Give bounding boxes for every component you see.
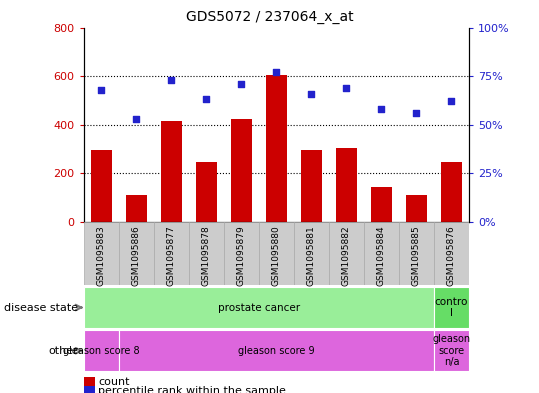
Bar xyxy=(434,287,469,328)
Bar xyxy=(399,222,434,285)
Bar xyxy=(91,150,112,222)
Point xyxy=(447,98,456,105)
Text: other: other xyxy=(49,346,78,356)
Text: count: count xyxy=(98,376,129,387)
Text: GSM1095885: GSM1095885 xyxy=(412,225,421,286)
Text: GSM1095881: GSM1095881 xyxy=(307,225,316,286)
Bar xyxy=(301,150,322,222)
Text: GSM1095880: GSM1095880 xyxy=(272,225,281,286)
Point xyxy=(412,110,421,116)
Bar xyxy=(119,222,154,285)
Text: gleason score 8: gleason score 8 xyxy=(63,346,140,356)
Bar xyxy=(119,330,434,371)
Text: contro
l: contro l xyxy=(435,297,468,318)
Text: GSM1095876: GSM1095876 xyxy=(447,225,456,286)
Text: GSM1095886: GSM1095886 xyxy=(132,225,141,286)
Bar xyxy=(161,121,182,222)
Bar xyxy=(84,287,434,328)
Point xyxy=(272,69,281,75)
Bar xyxy=(266,75,287,222)
Text: GDS5072 / 237064_x_at: GDS5072 / 237064_x_at xyxy=(186,10,353,24)
Text: percentile rank within the sample: percentile rank within the sample xyxy=(98,386,286,393)
Bar xyxy=(84,377,95,386)
Text: GSM1095877: GSM1095877 xyxy=(167,225,176,286)
Point xyxy=(237,81,246,87)
Bar xyxy=(231,119,252,222)
Text: GSM1095879: GSM1095879 xyxy=(237,225,246,286)
Bar xyxy=(336,148,357,222)
Bar xyxy=(434,330,469,371)
Bar xyxy=(364,222,399,285)
Point xyxy=(132,116,140,122)
Bar xyxy=(84,330,119,371)
Point xyxy=(97,86,106,93)
Text: GSM1095878: GSM1095878 xyxy=(202,225,211,286)
Point xyxy=(202,96,211,103)
Bar xyxy=(434,222,469,285)
Bar xyxy=(189,222,224,285)
Text: GSM1095883: GSM1095883 xyxy=(96,225,106,286)
Text: prostate cancer: prostate cancer xyxy=(218,303,300,312)
Bar xyxy=(196,162,217,222)
Bar xyxy=(154,222,189,285)
Bar xyxy=(84,222,119,285)
Text: gleason
score
n/a: gleason score n/a xyxy=(432,334,471,367)
Text: GSM1095884: GSM1095884 xyxy=(377,225,386,286)
Bar xyxy=(84,386,95,393)
Point xyxy=(342,84,351,91)
Bar xyxy=(441,162,462,222)
Bar xyxy=(371,187,392,222)
Text: disease state: disease state xyxy=(4,303,78,312)
Bar xyxy=(126,195,147,222)
Bar xyxy=(259,222,294,285)
Point xyxy=(307,90,316,97)
Bar xyxy=(224,222,259,285)
Bar xyxy=(406,195,427,222)
Bar xyxy=(329,222,364,285)
Text: gleason score 9: gleason score 9 xyxy=(238,346,315,356)
Point xyxy=(167,77,176,83)
Bar xyxy=(294,222,329,285)
Point xyxy=(377,106,386,112)
Text: GSM1095882: GSM1095882 xyxy=(342,225,351,286)
